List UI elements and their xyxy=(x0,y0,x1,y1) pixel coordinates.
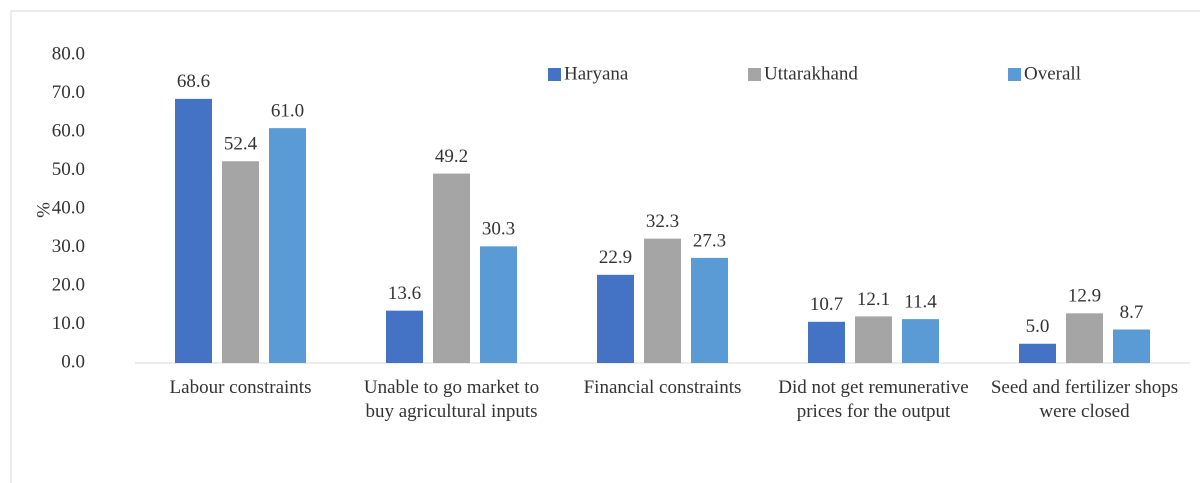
bar xyxy=(691,257,728,363)
data-label: 22.9 xyxy=(599,247,632,268)
data-label: 32.3 xyxy=(646,211,679,232)
data-label: 52.4 xyxy=(224,134,258,155)
data-label: 13.6 xyxy=(388,283,421,304)
data-label: 68.6 xyxy=(177,71,210,92)
y-tick-label: 70.0 xyxy=(52,82,85,103)
bar xyxy=(597,274,634,363)
y-tick-label: 30.0 xyxy=(52,236,85,257)
y-axis-label: % xyxy=(33,202,54,218)
bar xyxy=(222,161,259,363)
y-tick-label: 80.0 xyxy=(52,43,85,64)
y-tick-label: 40.0 xyxy=(52,197,85,218)
data-label: 30.3 xyxy=(482,219,515,240)
data-label: 12.1 xyxy=(857,289,890,310)
data-label: 8.7 xyxy=(1120,302,1144,323)
legend-label: Overall xyxy=(1024,63,1081,84)
data-label: 61.0 xyxy=(271,101,304,122)
x-tick-label: Seed and fertilizer shops were closed xyxy=(990,377,1179,422)
bar xyxy=(1066,313,1103,363)
data-label: 12.9 xyxy=(1068,286,1101,307)
data-label: 27.3 xyxy=(693,230,726,251)
data-label: 10.7 xyxy=(810,294,843,315)
bar xyxy=(480,246,517,363)
legend-label: Haryana xyxy=(564,63,629,84)
y-tick-label: 50.0 xyxy=(52,159,85,180)
y-tick-label: 0.0 xyxy=(61,351,85,372)
bar xyxy=(269,128,306,363)
legend-label: Uttarakhand xyxy=(764,63,858,84)
y-tick-label: 20.0 xyxy=(52,274,85,295)
bar xyxy=(808,321,845,363)
bar xyxy=(644,238,681,363)
bar xyxy=(386,310,423,363)
bar xyxy=(1113,329,1150,363)
bar xyxy=(433,173,470,363)
y-tick-label: 60.0 xyxy=(52,120,85,141)
x-tick-label: Labour constraints xyxy=(169,377,312,398)
bar xyxy=(902,319,939,363)
x-tick-label: Unable to go market to buy agricultural … xyxy=(363,377,540,422)
x-tick-label: Did not get remunerative prices for the … xyxy=(778,377,969,422)
legend-swatch xyxy=(548,68,561,81)
legend-swatch xyxy=(1008,68,1021,81)
legend-swatch xyxy=(748,68,761,81)
data-label: 49.2 xyxy=(435,146,468,167)
y-tick-label: 10.0 xyxy=(52,313,85,334)
bar xyxy=(1019,343,1056,363)
data-label: 11.4 xyxy=(904,291,937,312)
x-tick-label: Financial constraints xyxy=(583,377,742,398)
bar xyxy=(855,316,892,363)
chart-border xyxy=(10,10,1200,483)
bar xyxy=(175,98,212,363)
data-label: 5.0 xyxy=(1026,316,1050,337)
